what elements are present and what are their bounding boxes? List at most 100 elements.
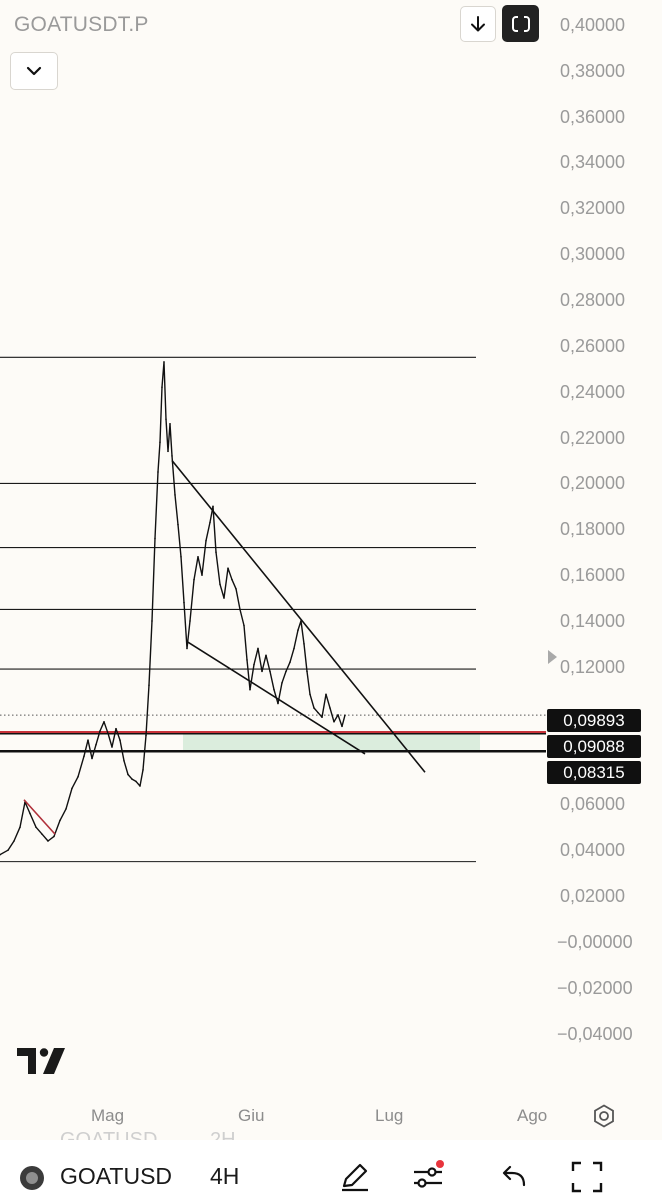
- price-point: [197, 555, 199, 558]
- price-point: [35, 826, 37, 829]
- price-point: [87, 739, 89, 741]
- y-tick-label: 0,04000: [560, 840, 626, 861]
- price-point: [325, 693, 327, 696]
- price-point: [333, 720, 335, 723]
- price-point: [29, 812, 31, 815]
- price-point: [135, 780, 137, 783]
- y-tick-label: 0,40000: [560, 14, 626, 35]
- price-point: [215, 551, 217, 553]
- price-point: [297, 629, 299, 631]
- price-point: [83, 755, 85, 757]
- y-tick-label: 0,30000: [560, 244, 626, 265]
- price-point: [13, 840, 15, 842]
- y-tick-label: −0,04000: [557, 1023, 633, 1044]
- price-point: [53, 835, 55, 838]
- price-point: [183, 601, 185, 604]
- price-point: [151, 620, 153, 622]
- y-tick-label: 0,26000: [560, 335, 626, 356]
- price-point: [269, 670, 271, 673]
- x-tick-label: Ago: [517, 1106, 548, 1125]
- price-point: [277, 702, 279, 705]
- price-point: [154, 537, 156, 540]
- price-point: [157, 471, 159, 473]
- undo-icon[interactable]: [500, 1163, 528, 1191]
- price-point: [261, 670, 263, 673]
- gear-icon[interactable]: [592, 1104, 616, 1128]
- price-point: [167, 450, 169, 453]
- chevron-right-icon[interactable]: [548, 650, 557, 664]
- price-point: [341, 725, 343, 728]
- price-point: [205, 539, 207, 542]
- fullscreen-icon[interactable]: [570, 1160, 604, 1194]
- collapse-button[interactable]: [10, 52, 58, 90]
- y-tick-label: 0,20000: [560, 473, 626, 494]
- y-tick-label: 0,18000: [560, 519, 626, 540]
- y-tick-label: 0,34000: [560, 152, 626, 173]
- price-point: [177, 523, 179, 526]
- y-tick-label: 0,06000: [560, 794, 626, 815]
- price-point: [107, 732, 109, 735]
- price-point: [163, 361, 165, 363]
- price-point: [344, 714, 346, 716]
- price-point: [193, 578, 195, 581]
- last-price-label: 0,09893: [547, 709, 641, 732]
- price-point: [71, 787, 73, 790]
- price-point: [0, 853, 1, 856]
- price-point: [239, 608, 241, 611]
- bottom-toolbar: [0, 1140, 662, 1200]
- price-point: [127, 773, 129, 776]
- y-tick-label: 0,32000: [560, 198, 626, 219]
- timeframe-selector[interactable]: 4H: [210, 1163, 240, 1189]
- sliders-icon[interactable]: [410, 1158, 446, 1194]
- price-point: [253, 663, 255, 666]
- price-point: [142, 769, 144, 771]
- y-tick-label: 0,38000: [560, 60, 626, 81]
- price-point: [148, 684, 150, 686]
- red-level-price-label: 0,09088: [547, 735, 641, 758]
- price-point: [281, 682, 283, 684]
- symbol-avatar-icon[interactable]: [19, 1165, 45, 1191]
- price-point: [145, 734, 147, 737]
- price-point: [77, 776, 79, 778]
- symbol-title[interactable]: GOATUSDT.P: [14, 13, 149, 36]
- price-point: [257, 647, 259, 650]
- download-button[interactable]: [460, 6, 496, 42]
- fullscreen-icon: [511, 14, 530, 33]
- price-series-line: [0, 361, 346, 856]
- price-point: [19, 826, 21, 829]
- price-point: [171, 455, 173, 457]
- price-point: [209, 521, 211, 524]
- price-point: [303, 643, 305, 645]
- price-point: [180, 555, 182, 558]
- pencil-icon[interactable]: [338, 1160, 372, 1194]
- price-point: [212, 505, 214, 508]
- price-point: [59, 819, 61, 822]
- price-point: [119, 739, 121, 741]
- x-tick-label: Mag: [91, 1106, 125, 1125]
- price-point: [91, 757, 93, 760]
- x-tick-label: Giu: [238, 1106, 265, 1125]
- price-point: [329, 707, 331, 709]
- x-tick-label: Lug: [375, 1106, 404, 1125]
- price-point: [111, 746, 113, 748]
- symbol-selector[interactable]: GOATUSD: [60, 1163, 173, 1189]
- price-point: [306, 670, 308, 673]
- fullscreen-button[interactable]: [502, 5, 539, 42]
- price-point: [265, 654, 267, 657]
- arrow-down-icon: [471, 16, 485, 32]
- tradingview-logo: [17, 1048, 65, 1074]
- y-tick-label: −0,02000: [557, 977, 633, 998]
- price-point: [115, 727, 117, 730]
- price-point: [139, 785, 141, 787]
- price-point: [123, 759, 125, 762]
- price-point: [243, 624, 245, 627]
- price-point: [41, 833, 43, 835]
- price-point: [99, 730, 101, 732]
- support-zone: [183, 733, 480, 752]
- price-point: [313, 707, 315, 709]
- y-tick-label: 0,24000: [560, 381, 626, 402]
- price-point: [159, 441, 161, 443]
- price-point: [223, 597, 225, 599]
- price-point: [289, 661, 291, 663]
